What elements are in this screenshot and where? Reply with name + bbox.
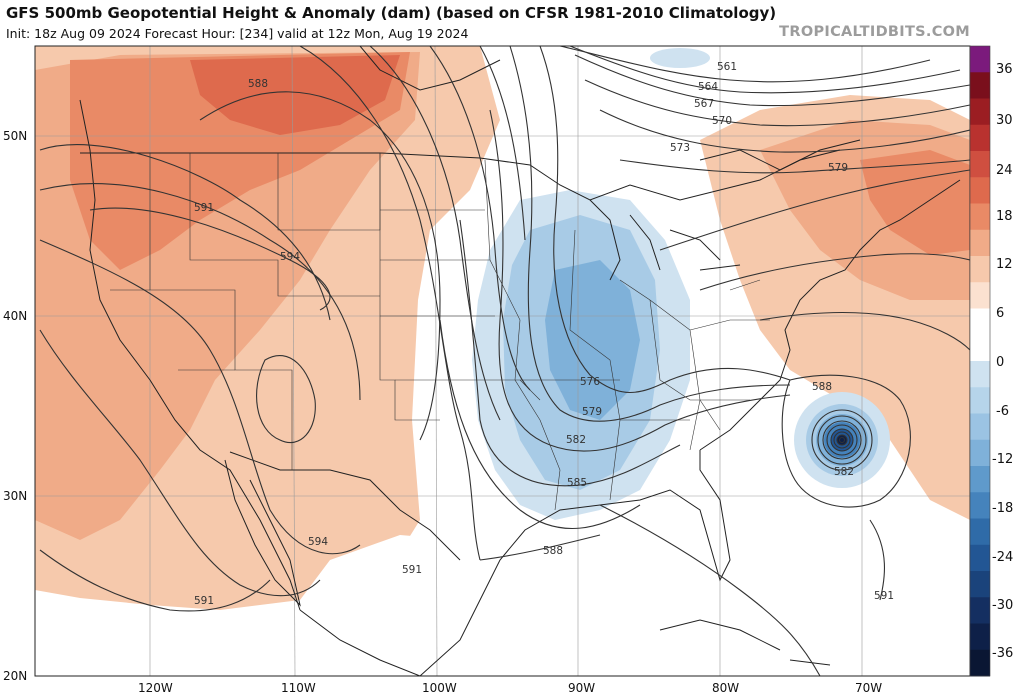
colorbar-swatch: [970, 256, 990, 283]
colorbar-swatch: [970, 623, 990, 651]
map-subtitle: Init: 18z Aug 09 2024 Forecast Hour: [23…: [6, 26, 469, 41]
lon-label: 120W: [138, 681, 173, 695]
lon-label: 90W: [568, 681, 595, 695]
colorbar-label: 6: [996, 306, 1004, 321]
colorbar-swatch: [970, 597, 990, 624]
geography-outlines: [79, 46, 961, 676]
colorbar-label: 12: [996, 257, 1013, 272]
contour-label: 588: [543, 545, 563, 557]
contour-label: 576: [580, 376, 600, 388]
contour-label: 567: [694, 98, 714, 110]
contour-label: 591: [194, 595, 214, 607]
contour-label: 570: [712, 115, 732, 127]
state-boundaries: [110, 153, 770, 511]
lon-label: 100W: [422, 681, 457, 695]
lon-label: 80W: [712, 681, 739, 695]
contour-label: 564: [698, 81, 718, 93]
colorbar-label: 36: [996, 62, 1013, 77]
colorbar-swatch: [970, 361, 990, 388]
colorbar-label: -18: [992, 501, 1013, 516]
colorbar-swatch: [970, 387, 990, 414]
colorbar-swatch: [970, 413, 990, 441]
contour-label: 585: [567, 477, 587, 489]
contour-labels: 588 591 594 594 591 594 591 561 564 567 …: [194, 61, 894, 607]
anomaly-positive-west-max: [190, 55, 400, 135]
contour-label: 573: [670, 142, 690, 154]
height-contours: [39, 46, 970, 676]
colorbar-swatch: [970, 151, 990, 178]
contour-label: 579: [582, 406, 602, 418]
lat-label: 30N: [3, 489, 27, 503]
colorbar-swatch: [970, 571, 990, 598]
colorbar-swatch: [970, 229, 990, 257]
contour-label: 561: [717, 61, 737, 73]
longitude-labels: 120W 110W 100W 90W 80W 70W: [138, 681, 882, 695]
colorbar-swatch: [970, 334, 990, 362]
lon-label: 110W: [281, 681, 316, 695]
lat-label: 50N: [3, 129, 27, 143]
contour-label: 594: [280, 251, 300, 263]
colorbar-label: 24: [996, 163, 1013, 178]
colorbar-label: -36: [992, 646, 1013, 661]
colorbar-swatch: [970, 466, 990, 493]
contour-label: 594: [308, 536, 328, 548]
colorbar-swatch: [970, 203, 990, 231]
map-title: GFS 500mb Geopotential Height & Anomaly …: [6, 4, 777, 22]
colorbar-label: -24: [992, 550, 1013, 565]
colorbar-swatch: [970, 439, 990, 467]
colorbar-label: -12: [992, 452, 1013, 467]
colorbar-swatch: [970, 518, 990, 546]
contour-label: 591: [194, 202, 214, 214]
colorbar-swatch: [970, 649, 990, 677]
colorbar-swatch: [970, 46, 990, 73]
colorbar-swatch: [970, 177, 990, 204]
graticule: [35, 46, 970, 676]
colorbar-label: -6: [996, 404, 1009, 419]
colorbar-swatch: [970, 98, 990, 126]
colorbar-label: 30: [996, 113, 1013, 128]
colorbar-swatch: [970, 544, 990, 572]
brand-watermark: TROPICALTIDBITS.COM: [779, 24, 970, 40]
colorbar-swatch: [970, 308, 990, 336]
colorbar: [969, 45, 991, 677]
contour-label: 579: [828, 162, 848, 174]
colorbar-label: -30: [992, 598, 1013, 613]
anomaly-fill-layer: [35, 46, 970, 676]
contour-label: 582: [834, 466, 854, 478]
colorbar-labels: 36 30 24 18 12 6 0 -6 -12 -18 -24 -30 -3…: [992, 62, 1013, 661]
contour-label: 588: [248, 78, 268, 90]
colorbar-swatch: [970, 282, 990, 309]
contour-label: 588: [812, 381, 832, 393]
lat-label: 40N: [3, 309, 27, 323]
colorbar-swatch: [970, 72, 990, 99]
latitude-labels: 50N 40N 30N 20N: [3, 129, 27, 683]
anomaly-positive-gulf: [260, 535, 520, 676]
contour-label: 591: [874, 590, 894, 602]
lat-label: 20N: [3, 669, 27, 683]
lon-label: 70W: [855, 681, 882, 695]
anomaly-positive-east-strong: [860, 150, 970, 255]
colorbar-label: 18: [996, 209, 1013, 224]
contour-label: 591: [402, 564, 422, 576]
colorbar-frame: [969, 45, 991, 677]
colorbar-swatch: [970, 124, 990, 152]
colorbar-swatch: [970, 492, 990, 519]
colorbar-label: 0: [996, 355, 1004, 370]
header: GFS 500mb Geopotential Height & Anomaly …: [0, 0, 1024, 46]
contour-label: 582: [566, 434, 586, 446]
